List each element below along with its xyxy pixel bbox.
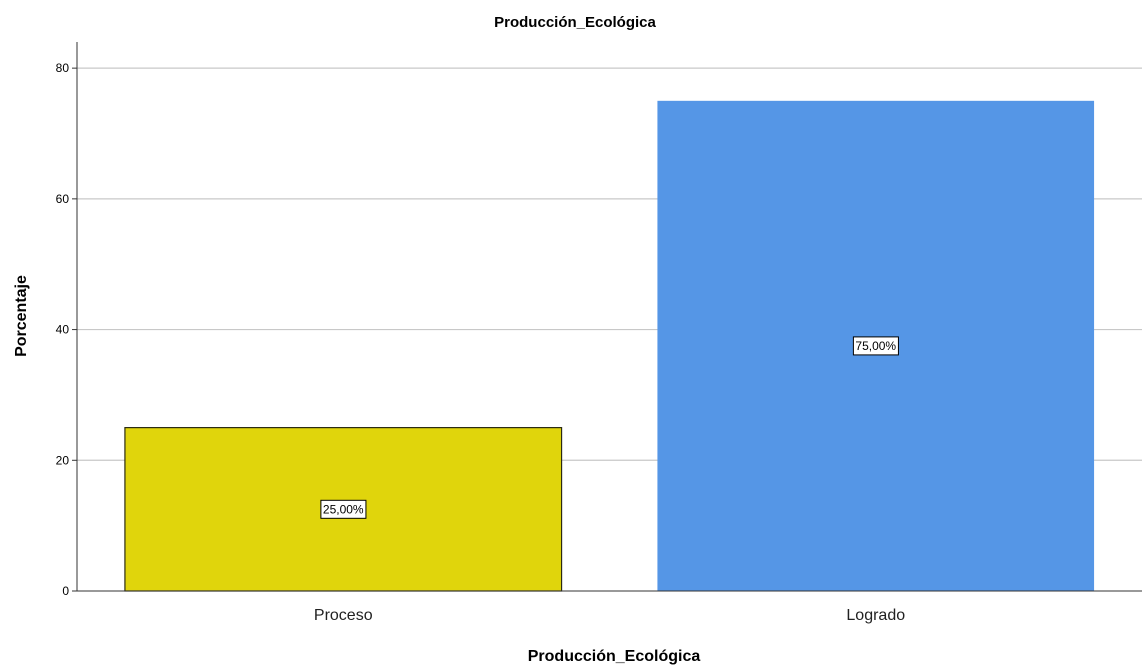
data-label-text: 75,00%	[855, 339, 896, 353]
x-tick-label: Logrado	[846, 607, 905, 624]
data-label-text: 25,00%	[323, 502, 364, 516]
data-label: 75,00%	[852, 336, 899, 356]
x-tick-label: Proceso	[314, 607, 373, 624]
bars	[124, 100, 1095, 592]
y-axis-title: Porcentaje	[13, 275, 30, 357]
y-tick-label: 60	[56, 192, 70, 206]
axes: 0 20 40 60 80 Proceso Logrado	[56, 42, 1142, 624]
y-tick-label: 40	[56, 323, 70, 337]
data-labels: 25,00% 75,00%	[320, 336, 899, 519]
data-label-box	[320, 499, 367, 519]
chart-title: Producción_Ecológica	[494, 14, 656, 31]
y-tick-label: 20	[56, 453, 70, 467]
data-label: 25,00%	[320, 499, 367, 519]
x-axis-title: Producción_Ecológica	[528, 648, 701, 665]
y-tick-label: 80	[56, 61, 70, 75]
data-label-box	[852, 336, 899, 356]
y-tick-label: 0	[62, 584, 69, 598]
